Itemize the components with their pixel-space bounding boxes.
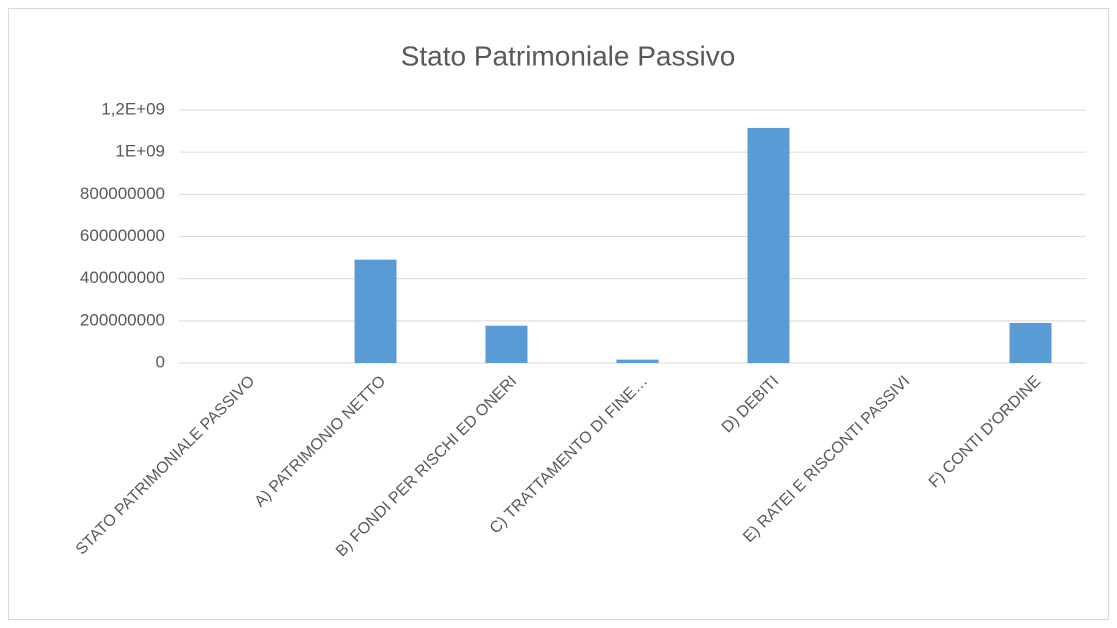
- bar: [747, 127, 790, 363]
- bar: [354, 259, 397, 363]
- chart-border: [8, 8, 1109, 620]
- bar: [616, 359, 659, 363]
- y-tick-label: 600000000: [80, 226, 165, 245]
- bar: [485, 325, 528, 363]
- chart-title: Stato Patrimoniale Passivo: [401, 40, 736, 71]
- bar: [1009, 322, 1052, 363]
- y-tick-label: 200000000: [80, 310, 165, 329]
- y-tick-label: 1,2E+09: [101, 99, 165, 118]
- y-tick-label: 1E+09: [115, 142, 165, 161]
- y-tick-label: 800000000: [80, 184, 165, 203]
- y-tick-label: 0: [156, 352, 165, 371]
- y-tick-label: 400000000: [80, 268, 165, 287]
